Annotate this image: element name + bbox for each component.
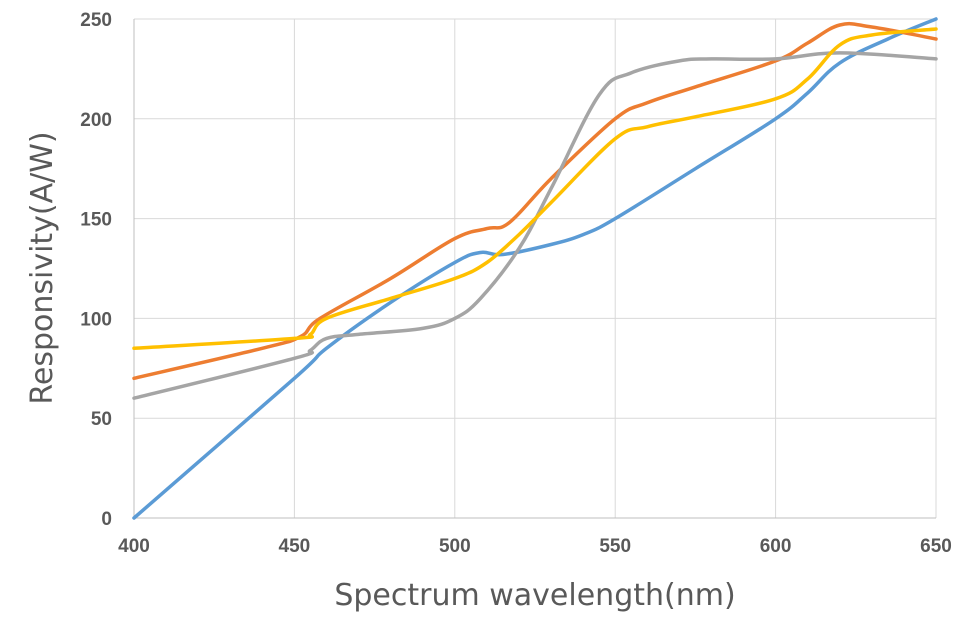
x-tick-label: 650 <box>920 536 952 557</box>
x-tick-label: 500 <box>439 536 471 557</box>
y-tick-label: 50 <box>91 409 112 430</box>
x-tick-label: 600 <box>760 536 792 557</box>
y-tick-label: 200 <box>80 110 112 131</box>
y-tick-labels: 0 50 100 150 200 250 <box>80 10 112 530</box>
series-line-gray <box>132 51 938 400</box>
gridlines <box>133 18 937 519</box>
x-tick-label: 450 <box>279 536 311 557</box>
y-tick-label: 100 <box>80 309 112 330</box>
series-line-yellow <box>132 27 938 351</box>
y-axis-title: Responsivity(A/W) <box>25 131 60 404</box>
y-tick-label: 0 <box>101 509 112 530</box>
series-lines <box>132 17 938 520</box>
y-tick-label: 250 <box>80 10 112 31</box>
series-line-blue <box>132 17 938 520</box>
x-axis-title: Spectrum wavelength(nm) <box>334 578 735 613</box>
series-line-orange <box>132 21 938 381</box>
axes <box>133 19 936 519</box>
x-tick-label: 400 <box>118 536 150 557</box>
x-tick-labels: 400 450 500 550 600 650 <box>118 536 952 557</box>
x-tick-label: 550 <box>599 536 631 557</box>
y-tick-label: 150 <box>80 210 112 231</box>
